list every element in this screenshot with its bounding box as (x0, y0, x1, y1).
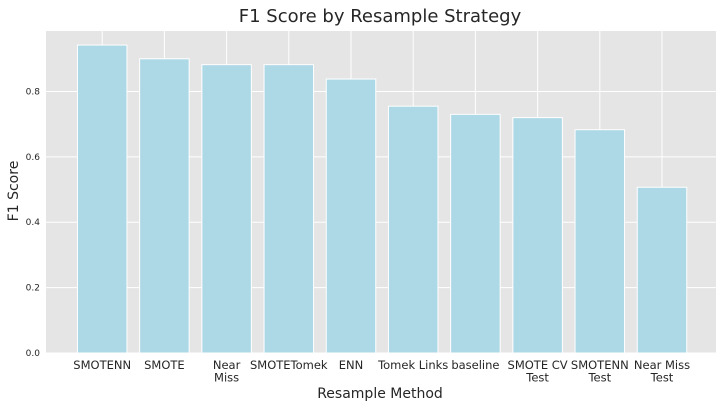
bar (325, 78, 377, 354)
bar (76, 44, 128, 354)
y-tick-label: 0.6 (26, 153, 41, 163)
x-tick-label: baseline (451, 358, 499, 372)
bar (139, 58, 190, 354)
y-axis-ticks: 0.0 0.2 0.4 0.6 0.8 (26, 87, 41, 359)
y-tick-label: 0.8 (26, 87, 41, 97)
y-tick-label: 0.0 (26, 349, 41, 359)
y-tick-label: 0.4 (26, 218, 41, 228)
x-axis-label: Resample Method (317, 386, 443, 402)
y-axis-label: F1 Score (6, 161, 22, 222)
x-tick-label: Tomek Links (377, 358, 448, 372)
x-axis-ticks: SMOTENN SMOTE Near Miss SMOTETomek ENN Tomek L… (73, 358, 690, 385)
x-tick-label: SMOTE CV Test (508, 358, 568, 385)
bar (263, 64, 315, 354)
bars (76, 44, 688, 354)
chart-title: F1 Score by Resample Strategy (239, 6, 522, 27)
bar (636, 186, 688, 354)
y-tick-label: 0.2 (26, 284, 40, 294)
x-tick-label: SMOTENN Test (571, 358, 629, 385)
bar (574, 129, 626, 354)
x-tick-label: Near Miss Test (634, 358, 690, 385)
x-tick-label: Near Miss (213, 358, 241, 385)
x-tick-label: SMOTENN (73, 358, 131, 372)
bar (201, 64, 252, 354)
bar (450, 113, 501, 354)
x-tick-label: SMOTETomek (250, 358, 328, 372)
x-tick-label: SMOTE (144, 358, 185, 372)
x-tick-label: ENN (339, 358, 363, 372)
bar (512, 117, 563, 354)
bar (387, 105, 439, 354)
